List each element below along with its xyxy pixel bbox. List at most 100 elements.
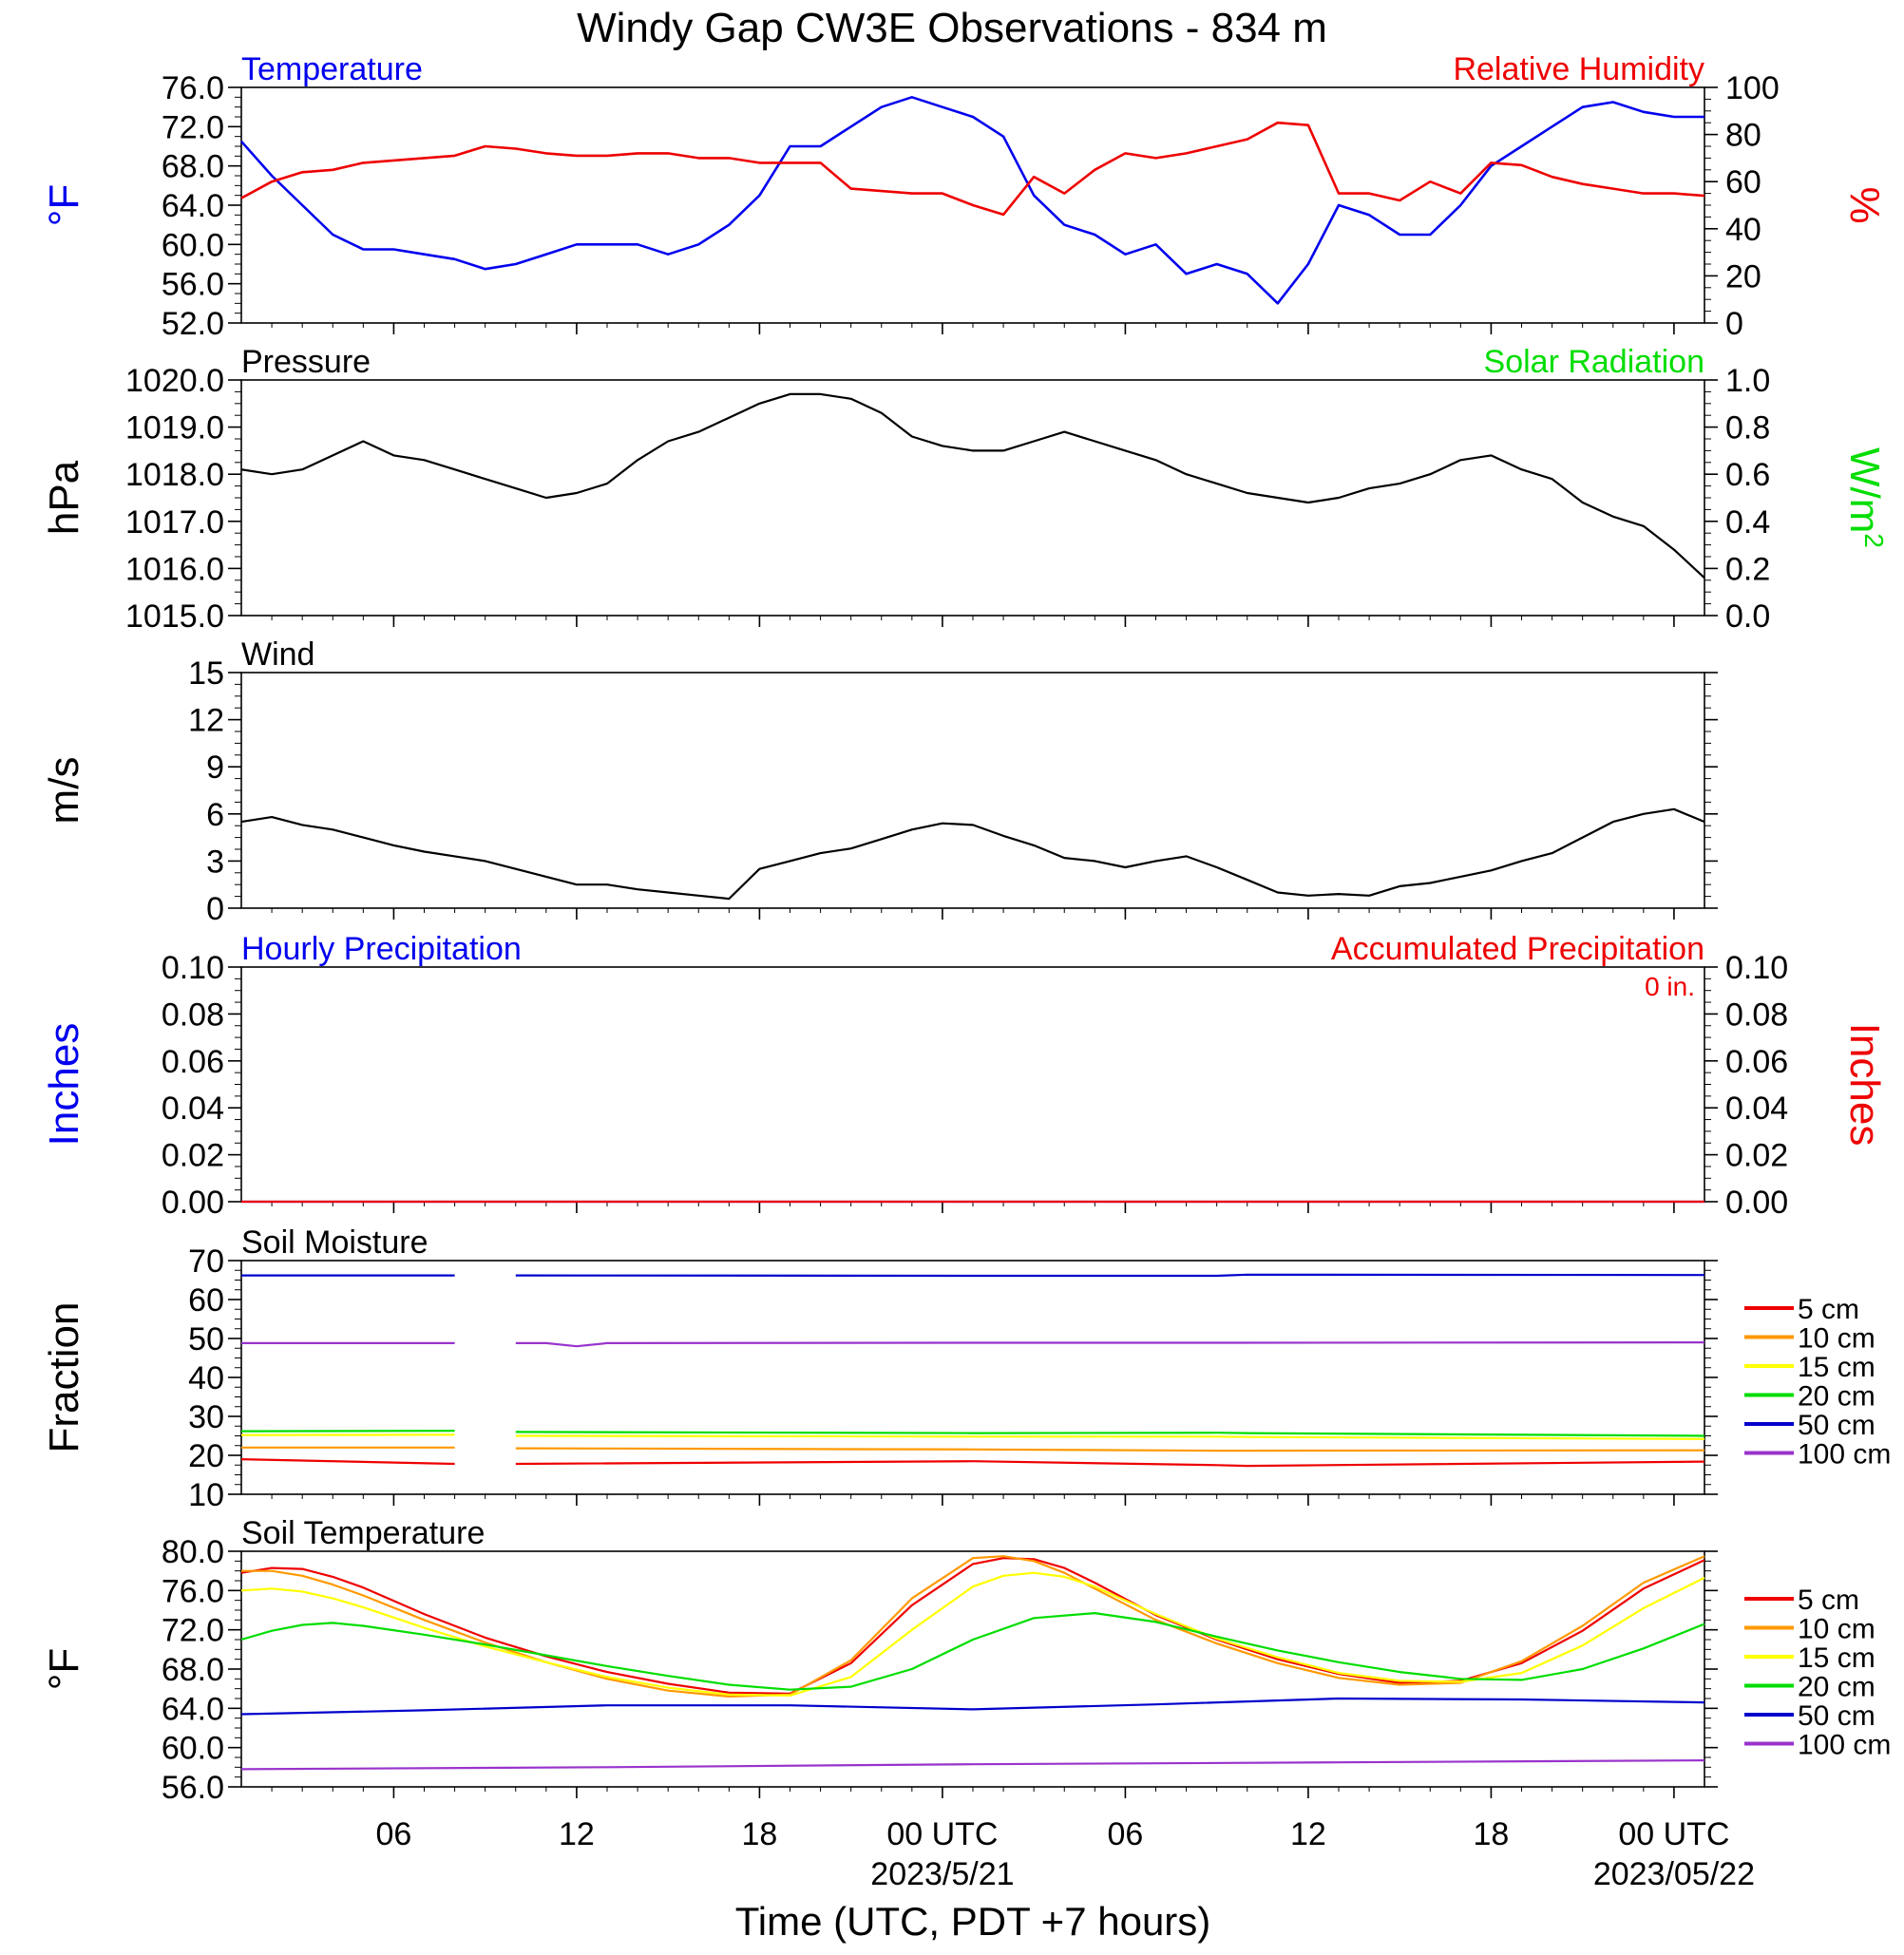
panel-annotation: 0 in. [1645,972,1695,1001]
y-tick-label: 6 [206,797,224,833]
panel-hourly-precipitation: 0.00 0.02 0.04 0.06 0.08 0.10 0.00 0.02 0.04 0.06… [41,931,1888,1221]
legend-label: 15 cm [1798,1642,1875,1674]
y-right-tick-label: 0.08 [1725,996,1788,1033]
series-line-5-cm [240,1458,1705,1468]
y-tick-label: 68.0 [162,1652,224,1688]
x-tick-label: 18 [742,1816,778,1852]
legend-label: 5 cm [1798,1294,1859,1325]
y-tick-label: 0 [206,891,224,927]
legend-label: 15 cm [1798,1352,1875,1383]
y-axis-label-right: W/m2 [1841,447,1890,548]
panel-title-left: Pressure [241,344,371,380]
series-line-100-cm [241,1341,1705,1348]
y-tick-label: 1019.0 [125,410,224,446]
y-tick-label: 60.0 [162,227,224,263]
y-right-tick-label: 0 [1725,306,1743,342]
plot-frame [240,1260,1705,1495]
y-tick-label: 64.0 [162,1691,224,1727]
y-tick-label: 0.06 [162,1044,224,1080]
panel-title-left: Temperature [241,51,423,87]
legend-label: 50 cm [1798,1410,1875,1441]
y-right-tick-label: 0.2 [1725,551,1770,587]
plot-frame [240,966,1705,1203]
y-tick-label: 0.02 [162,1138,224,1174]
panel-title-left: Soil Temperature [241,1515,485,1551]
y-tick-label: 60.0 [162,1731,224,1767]
y-right-tick-label: 40 [1725,212,1761,248]
x-tick-label: 12 [559,1816,595,1852]
y-right-tick-label: 0.04 [1725,1091,1788,1127]
y-tick-label: 1020.0 [125,363,224,399]
panel-title-left: Soil Moisture [241,1224,428,1261]
y-right-tick-label: 0.00 [1725,1185,1788,1221]
panel-title-left: Wind [241,636,314,673]
y-right-tick-label: 0.6 [1725,457,1770,493]
y-right-tick-label: 1.0 [1725,363,1770,399]
x-tick-label: 06 [1108,1816,1144,1852]
series-line-20-cm [240,1430,1705,1437]
plot-frame [240,672,1705,909]
time-axis: 06 12 18 00 UTC 2023/5/21 06 12 18 00 UTC 2023/05… [376,1816,1755,1892]
y-tick-label: 64.0 [162,188,224,224]
y-tick-label: 1015.0 [125,598,224,635]
series-line-temperature [240,96,1704,305]
y-tick-label: 0.00 [162,1185,224,1221]
y-axis-label-left: hPa [41,460,87,535]
panel-pressure: 1015.0 1016.0 1017.0 1018.0 1019.0 1020.0 0.0 0… [41,344,1890,635]
y-axis-label-left: Inches [41,1023,87,1147]
panel-title-right: Accumulated Precipitation [1331,931,1704,967]
x-date-label: 2023/5/21 [870,1856,1014,1892]
y-right-tick-label: 0.10 [1725,950,1788,986]
x-date-label: 2023/05/22 [1593,1856,1755,1892]
panel-title-right: Solar Radiation [1484,344,1704,380]
series-line-100-cm [240,1759,1705,1771]
y-tick-label: 76.0 [162,1573,224,1609]
panel-title-left: Hourly Precipitation [241,931,522,967]
y-right-tick-label: 0.06 [1725,1044,1788,1080]
y-right-tick-label: 20 [1725,258,1761,294]
y-axis-label-superscript: 2 [1860,533,1890,548]
x-tick-label: 00 UTC [1618,1816,1729,1852]
panel-temperature: 52.056.0 60.064.068.0 72.076.0 0 20 40 60 80 100… [41,51,1888,342]
y-right-tick-label: 80 [1725,118,1761,154]
y-tick-label: 72.0 [162,109,224,145]
y-axis-label-right: % [1841,186,1888,223]
x-tick-label: 12 [1290,1816,1326,1852]
series-line-10-cm [241,1446,1705,1452]
y-right-tick-label: 60 [1725,164,1761,200]
x-tick-label: 00 UTC [886,1816,998,1852]
x-axis-label: Time (UTC, PDT +7 hours) [735,1899,1211,1944]
y-tick-label: 0.08 [162,996,224,1033]
y-tick-label: 40 [188,1360,224,1396]
panel-soil-temperature: 56.060.0 64.068.072.0 76.080.0 Soil Tempera… [41,1515,1891,1806]
y-tick-label: 1018.0 [125,457,224,493]
y-right-tick-label: 0.8 [1725,410,1770,446]
series-line-wind [240,807,1705,901]
legend-label: 5 cm [1798,1585,1859,1616]
y-tick-label: 9 [206,750,224,786]
y-axis-label-left: °F [41,184,87,226]
y-tick-label: 50 [188,1321,224,1357]
y-tick-label: 20 [188,1438,224,1474]
y-tick-label: 76.0 [162,70,224,106]
y-tick-label: 68.0 [162,149,224,185]
series-line-50-cm [241,1273,1705,1278]
series-line-10-cm [241,1555,1705,1698]
y-axis-label-left: Fraction [41,1302,87,1453]
y-tick-label: 56.0 [162,1770,224,1806]
series-line-relative-humidity [240,121,1705,217]
panel-title-right: Relative Humidity [1453,51,1704,87]
panel-wind: 0 3 6 9 12 15 Wind m/s [41,636,1718,927]
y-axis-label-left: m/s [41,757,87,825]
x-tick-label: 06 [376,1816,412,1852]
y-tick-label: 3 [206,844,224,880]
legend-label: 100 cm [1798,1439,1891,1471]
y-tick-label: 1016.0 [125,551,224,587]
y-right-tick-label: 0.0 [1725,598,1770,635]
y-tick-label: 30 [188,1399,224,1435]
series-line-50-cm [240,1697,1705,1716]
y-tick-label: 56.0 [162,267,224,303]
plot-frame [240,379,1705,617]
y-tick-label: 72.0 [162,1613,224,1649]
